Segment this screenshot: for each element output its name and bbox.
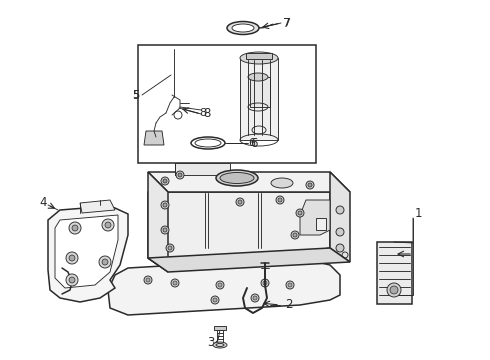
Polygon shape [80, 200, 115, 213]
Circle shape [163, 228, 167, 232]
Circle shape [213, 298, 217, 302]
Circle shape [105, 222, 111, 228]
Polygon shape [377, 242, 412, 304]
Circle shape [144, 276, 152, 284]
Circle shape [163, 179, 167, 183]
Ellipse shape [220, 172, 254, 184]
Text: 7: 7 [283, 18, 290, 28]
Polygon shape [144, 131, 164, 145]
Circle shape [102, 219, 114, 231]
Circle shape [163, 203, 167, 207]
Polygon shape [55, 215, 118, 288]
Circle shape [336, 244, 344, 252]
Circle shape [298, 211, 302, 215]
Circle shape [291, 231, 299, 239]
Circle shape [308, 183, 312, 187]
Text: 6: 6 [248, 138, 255, 148]
Bar [138, 45, 316, 163]
Circle shape [99, 256, 111, 268]
Ellipse shape [232, 24, 254, 32]
Circle shape [288, 283, 292, 287]
Polygon shape [250, 77, 270, 107]
Circle shape [263, 281, 267, 285]
Circle shape [293, 233, 297, 237]
Text: 8: 8 [199, 108, 207, 118]
Circle shape [66, 252, 78, 264]
Circle shape [336, 206, 344, 214]
Polygon shape [148, 172, 168, 272]
Ellipse shape [271, 178, 293, 188]
Circle shape [161, 177, 169, 185]
Text: 5: 5 [132, 90, 140, 100]
Polygon shape [148, 172, 350, 192]
Circle shape [102, 259, 108, 265]
Circle shape [286, 281, 294, 289]
Circle shape [69, 277, 75, 283]
Ellipse shape [216, 170, 258, 186]
Polygon shape [246, 53, 272, 59]
Text: 6: 6 [250, 136, 258, 149]
Polygon shape [330, 172, 350, 262]
Circle shape [306, 181, 314, 189]
Text: 2: 2 [285, 298, 293, 311]
Circle shape [176, 171, 184, 179]
Circle shape [296, 209, 304, 217]
Polygon shape [214, 326, 226, 330]
Circle shape [146, 278, 150, 282]
Polygon shape [148, 192, 330, 272]
Text: 1: 1 [415, 207, 422, 220]
Circle shape [390, 286, 398, 294]
Circle shape [276, 196, 284, 204]
Polygon shape [316, 218, 326, 230]
Ellipse shape [213, 342, 227, 348]
Circle shape [178, 173, 182, 177]
Polygon shape [48, 205, 128, 302]
Circle shape [216, 281, 224, 289]
Text: 4: 4 [39, 195, 47, 208]
Polygon shape [175, 163, 230, 175]
Text: 5: 5 [132, 89, 140, 102]
Circle shape [161, 201, 169, 209]
Circle shape [278, 198, 282, 202]
Circle shape [168, 246, 172, 250]
Text: 3: 3 [207, 337, 215, 350]
Circle shape [238, 200, 242, 204]
Circle shape [66, 274, 78, 286]
Circle shape [336, 228, 344, 236]
Circle shape [173, 281, 177, 285]
Circle shape [69, 255, 75, 261]
Circle shape [72, 225, 78, 231]
Circle shape [236, 198, 244, 206]
Ellipse shape [240, 52, 278, 64]
Polygon shape [148, 248, 350, 272]
Circle shape [171, 279, 179, 287]
Polygon shape [240, 58, 278, 140]
Circle shape [161, 226, 169, 234]
Ellipse shape [227, 22, 259, 35]
Text: 7: 7 [283, 17, 291, 30]
Circle shape [261, 279, 269, 287]
Circle shape [69, 222, 81, 234]
Circle shape [211, 296, 219, 304]
Ellipse shape [248, 73, 268, 81]
Circle shape [251, 294, 259, 302]
Circle shape [253, 296, 257, 300]
Polygon shape [108, 258, 340, 315]
Circle shape [387, 283, 401, 297]
Circle shape [166, 244, 174, 252]
Text: 8: 8 [203, 107, 210, 120]
Polygon shape [300, 200, 330, 235]
Circle shape [218, 283, 222, 287]
